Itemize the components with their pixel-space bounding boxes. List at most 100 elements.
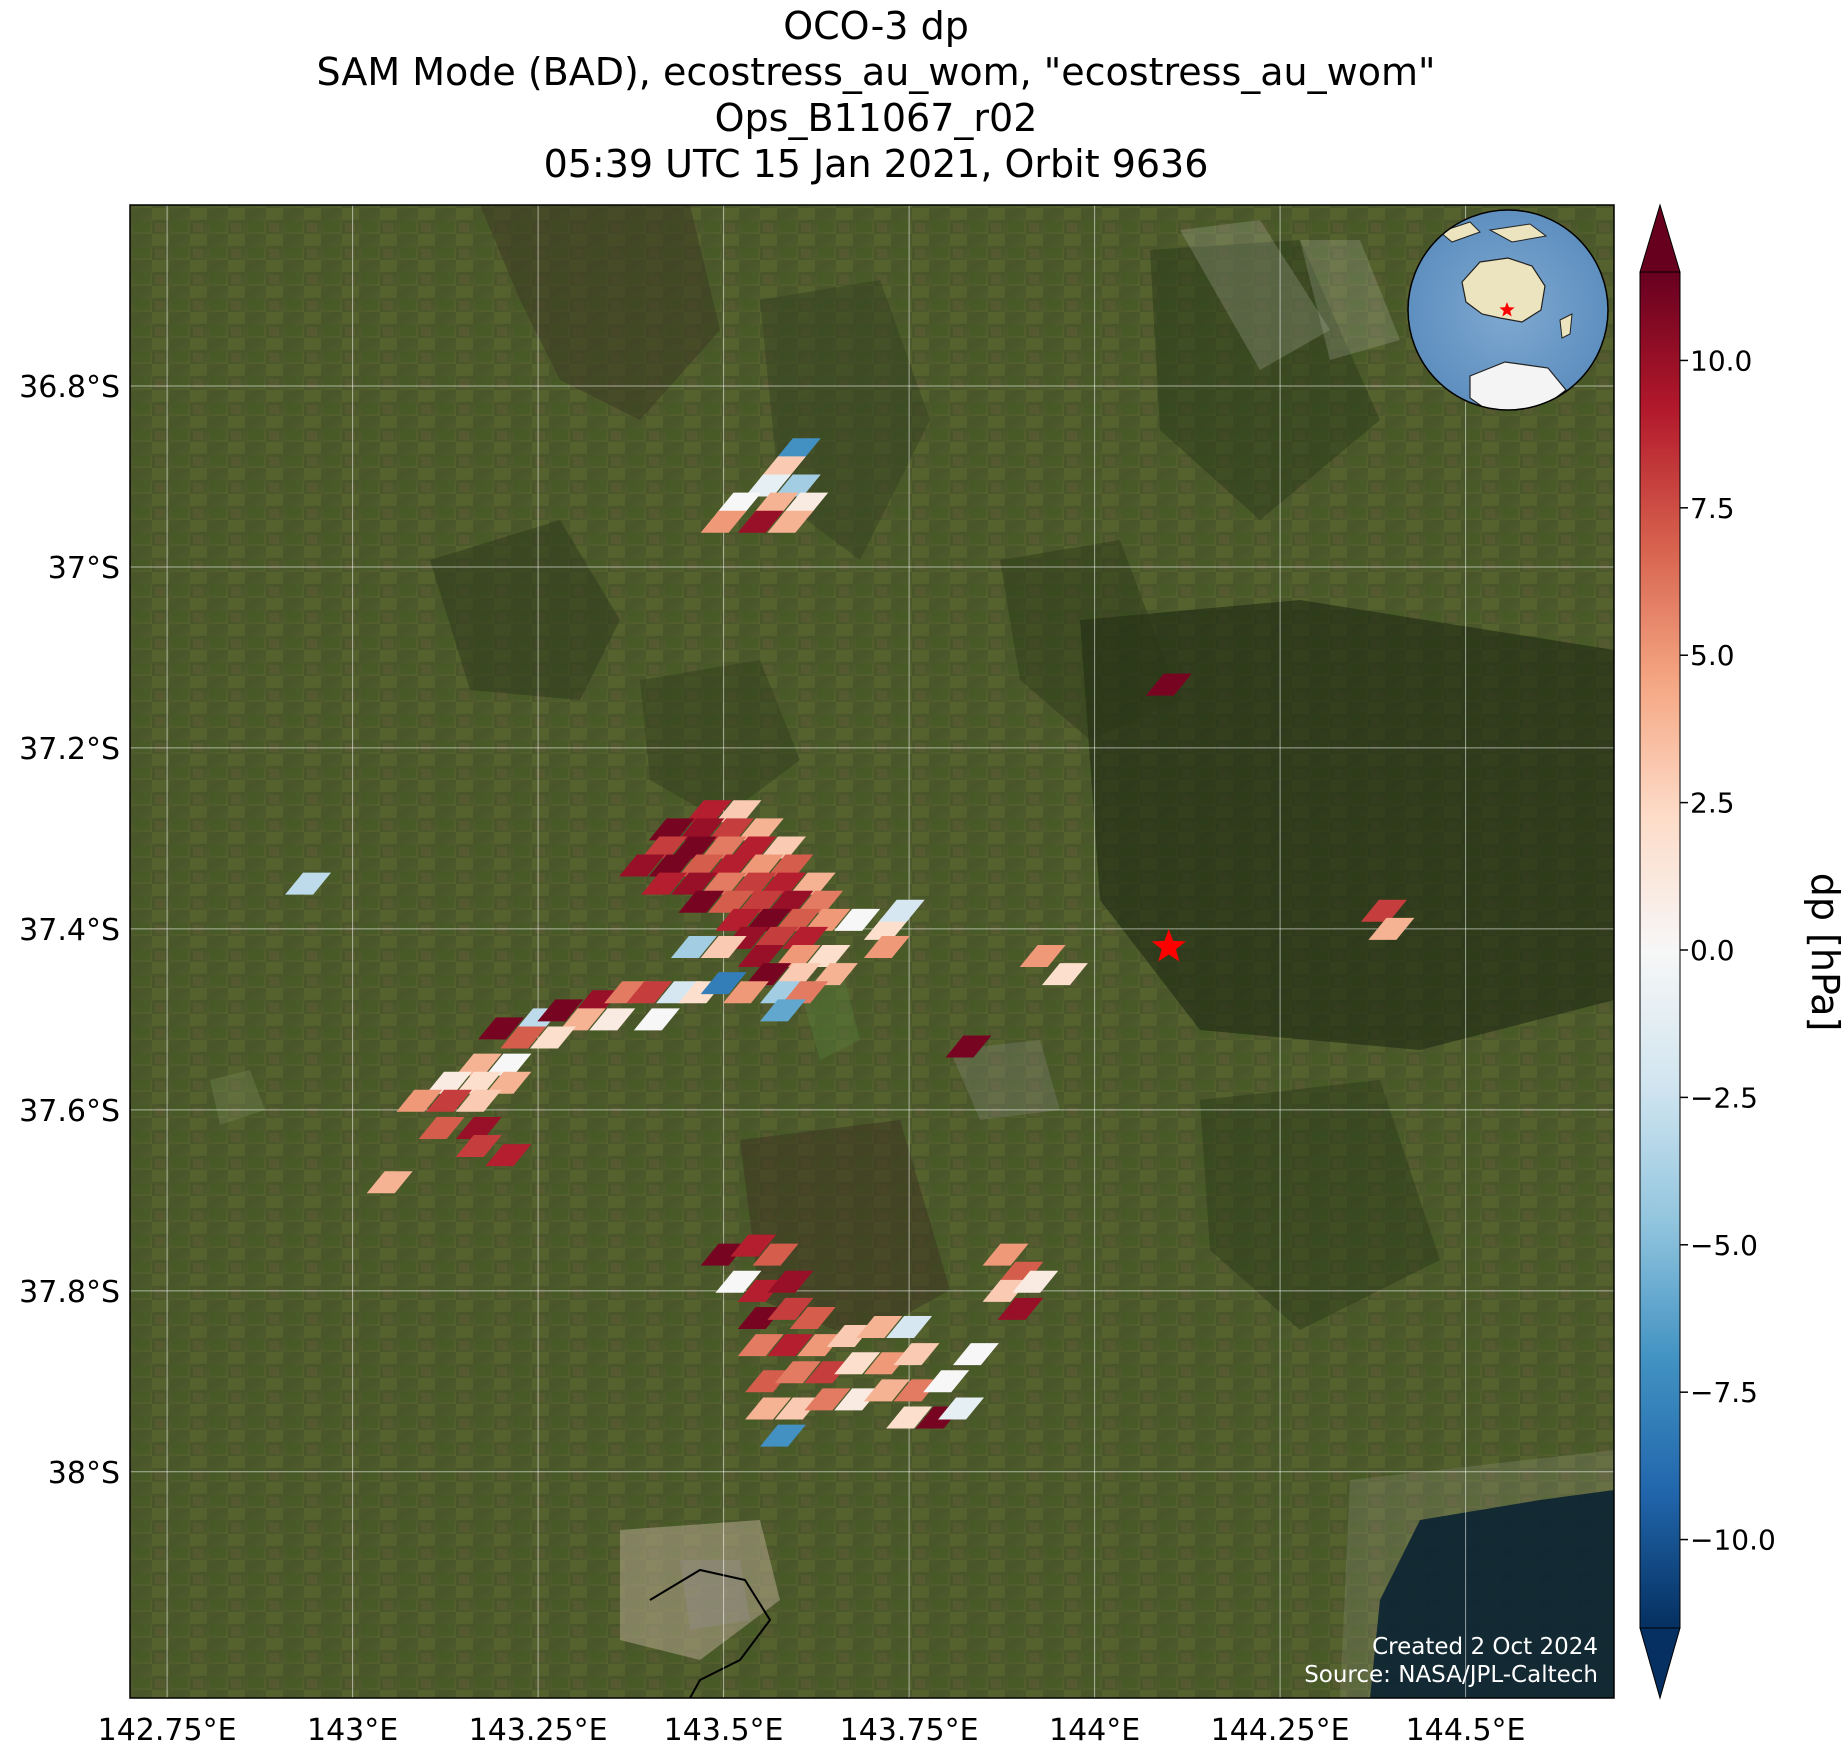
- sounding-footprint: [759, 981, 806, 1004]
- colorbar-tick-label: −10.0: [1690, 1524, 1776, 1557]
- sounding-footprint: [834, 908, 881, 931]
- map-area: Created 2 Oct 2024 Source: NASA/JPL-Calt…: [130, 205, 1614, 1698]
- sounding-footprint: [759, 836, 806, 859]
- sounding-footprint: [478, 1017, 524, 1040]
- sounding-footprint: [752, 926, 799, 949]
- globe-outline: [1407, 209, 1609, 411]
- colorbar-tick-label: −5.0: [1690, 1229, 1758, 1262]
- sounding-footprint: [715, 492, 762, 515]
- latitude-tick-labels: 36.8°S 37°S 37.2°S 37.4°S 37.6°S 37.8°S 38°S: [19, 370, 120, 1491]
- sounding-footprint: [878, 899, 925, 922]
- sounding-footprint: [574, 990, 621, 1013]
- sounding-footprint: [626, 981, 673, 1004]
- lat-tick-label: 37.6°S: [19, 1094, 120, 1129]
- sounding-footprint: [745, 1397, 792, 1420]
- sounding-footprint: [722, 981, 769, 1004]
- sounding-footprint: [455, 1116, 502, 1139]
- sounding-footprint: [923, 1370, 970, 1393]
- sounding-footprint: [834, 1388, 881, 1411]
- sounding-footprint: [633, 1008, 680, 1031]
- sounding-footprint: [529, 1026, 576, 1049]
- sounding-footprint: [797, 1334, 844, 1357]
- lat-tick-label: 37.2°S: [19, 732, 120, 767]
- sounding-footprint: [789, 1306, 836, 1329]
- colorbar-tick-label: −7.5: [1690, 1376, 1758, 1409]
- sounding-footprint: [715, 908, 762, 931]
- sounding-footprint: [752, 492, 799, 515]
- sounding-footprint: [641, 836, 688, 859]
- sounding-footprint: [886, 1316, 933, 1339]
- target-star-marker: [1151, 929, 1186, 962]
- colorbar-ticks: 10.0 7.5 5.0 2.5 0.0 −2.5 −5.0 −7.5 −10.0: [1680, 344, 1776, 1557]
- sounding-footprint: [678, 854, 725, 877]
- inset-globe: [1407, 209, 1609, 411]
- sounding-footprint: [938, 1397, 985, 1420]
- australia-landmass: [1461, 257, 1546, 323]
- sounding-footprint: [500, 1026, 547, 1049]
- lon-tick-label: 143.25°E: [469, 1713, 608, 1748]
- sounding-footprint: [759, 1424, 806, 1447]
- sounding-footprint: [737, 890, 784, 913]
- sounding-footprint: [774, 1397, 821, 1420]
- sounding-footprint: [774, 1361, 821, 1384]
- sounding-footprint: [670, 872, 717, 895]
- sounding-footprint: [418, 1116, 465, 1139]
- sounding-footprint: [1012, 1270, 1059, 1293]
- sounding-footprint: [863, 917, 910, 940]
- lon-tick-label: 142.75°E: [98, 1713, 237, 1748]
- sounding-footprint: [1041, 963, 1088, 986]
- sounding-footprint: [700, 836, 747, 859]
- sounding-footprint: [774, 908, 821, 931]
- sounding-footprint: [767, 1297, 814, 1320]
- sounding-footprint: [455, 1089, 502, 1112]
- colorbar-tick-label: 7.5: [1690, 492, 1735, 525]
- terrain-shading: [210, 205, 1614, 1698]
- colorbar-tick-label: 2.5: [1690, 787, 1735, 820]
- title-line-3: Ops_B11067_r02: [714, 96, 1038, 140]
- sounding-footprint: [715, 800, 762, 823]
- sounding-footprint: [767, 510, 814, 533]
- sounding-footprint: [730, 1234, 777, 1257]
- sounding-footprint: [834, 1352, 881, 1375]
- lon-tick-label: 144.25°E: [1211, 1713, 1350, 1748]
- sounding-footprint: [804, 1361, 851, 1384]
- lon-tick-label: 143.75°E: [840, 1713, 979, 1748]
- sounding-footprint: [804, 1388, 851, 1411]
- sounding-footprint: [893, 1379, 940, 1402]
- map-frame: [129, 204, 1615, 1699]
- colorbar-tick-label: 10.0: [1690, 344, 1752, 377]
- sounding-footprint: [745, 1370, 792, 1393]
- globe-target-marker: [1499, 302, 1515, 317]
- sounding-footprint: [804, 945, 851, 968]
- coastline: [649, 1568, 772, 1698]
- sounding-footprint: [745, 963, 792, 986]
- sounding-footprint: [426, 1071, 473, 1094]
- sounding-footprint: [982, 1243, 1029, 1266]
- sounding-footprint: [886, 1406, 933, 1429]
- longitude-tick-labels: 142.75°E 143°E 143.25°E 143.5°E 143.75°E 144°…: [98, 1713, 1526, 1748]
- sounding-footprint: [641, 872, 688, 895]
- sounding-footprint: [537, 999, 584, 1022]
- sounding-footprint: [730, 836, 777, 859]
- sounding-footprint: [1145, 673, 1192, 696]
- sounding-footprint: [863, 1379, 910, 1402]
- sounding-footprint: [1360, 899, 1407, 922]
- sounding-footprint: [893, 1343, 940, 1366]
- sounding-footprint: [863, 935, 910, 958]
- colorbar-tick-label: 0.0: [1690, 934, 1735, 967]
- sounding-footprint: [752, 1243, 799, 1266]
- sounding-footprint: [700, 972, 747, 995]
- sounding-footprint: [708, 854, 755, 877]
- asia-islands: [1438, 221, 1481, 243]
- created-date: Created 2 Oct 2024: [1372, 1634, 1598, 1660]
- sounding-footprint: [774, 963, 821, 986]
- sounding-footprint: [618, 854, 665, 877]
- sounding-footprint: [863, 1352, 910, 1375]
- sounding-footprint: [737, 1279, 784, 1302]
- sounding-footprint: [826, 1325, 873, 1348]
- sounding-footprint: [648, 818, 695, 841]
- sounding-footprint: [774, 474, 821, 497]
- sounding-footprint: [730, 872, 777, 895]
- sounding-footprint: [811, 963, 858, 986]
